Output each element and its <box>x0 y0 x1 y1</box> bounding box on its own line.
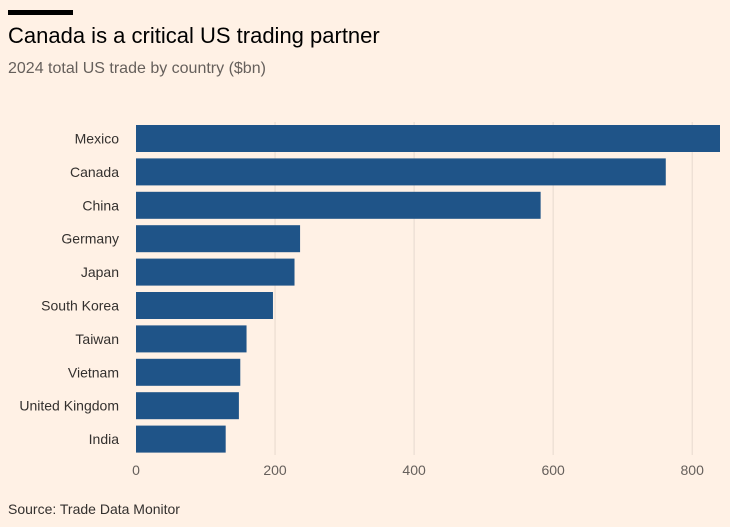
header-bar <box>8 10 73 15</box>
category-labels: Mexico Canada China Germany Japan South Korea… <box>19 131 119 448</box>
bar-mexico <box>136 125 720 152</box>
category-label: South Korea <box>41 298 119 314</box>
bar-taiwan <box>136 325 247 353</box>
x-tick-label: 0 <box>132 462 140 478</box>
x-tick-label: 200 <box>263 462 287 478</box>
x-tick-labels: 0 200 400 600 800 <box>132 462 704 478</box>
x-tick-label: 600 <box>541 462 565 478</box>
category-label: Vietnam <box>68 364 119 380</box>
category-label: United Kingdom <box>19 398 119 414</box>
bar-united-kingdom <box>136 392 239 420</box>
bars <box>136 125 720 453</box>
category-label: Japan <box>81 264 119 280</box>
source-note: Source: Trade Data Monitor <box>8 501 180 517</box>
x-tick-label: 400 <box>402 462 426 478</box>
category-label: Taiwan <box>75 331 119 347</box>
bar-canada <box>136 158 666 186</box>
category-label: China <box>82 197 119 213</box>
x-tick-label: 800 <box>681 462 705 478</box>
chart-title: Canada is a critical US trading partner <box>8 23 380 48</box>
bar-india <box>136 425 226 453</box>
chart-subtitle: 2024 total US trade by country ($bn) <box>8 60 266 77</box>
category-label: India <box>89 431 120 447</box>
category-label: Mexico <box>75 131 120 147</box>
bar-germany <box>136 225 301 253</box>
bar-south-korea <box>136 292 273 319</box>
bar-vietnam <box>136 358 241 386</box>
bar-china <box>136 191 541 219</box>
category-label: Canada <box>70 164 119 180</box>
category-label: Germany <box>61 231 119 247</box>
bar-japan <box>136 258 295 286</box>
